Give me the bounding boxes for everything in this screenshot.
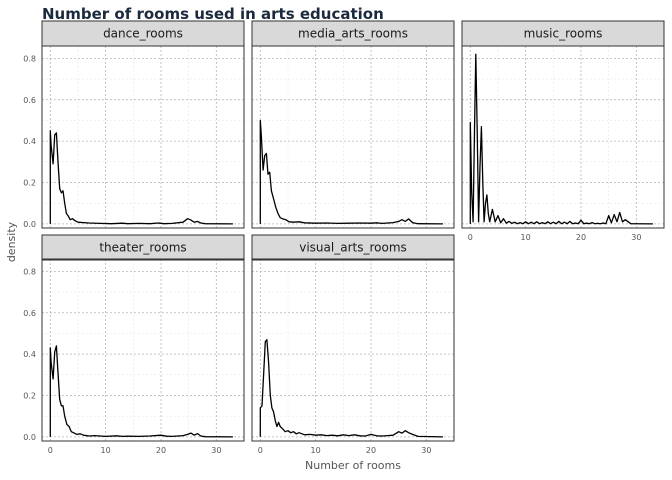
facet-strip-label: visual_arts_rooms — [299, 241, 407, 255]
facet-strip — [251, 234, 455, 261]
density-line — [259, 339, 443, 438]
facet-panel-theater_rooms: theater_rooms 0.0 0.2 0.4 0.6 0.8 0 10 20 30 — [23, 234, 245, 455]
panel-border — [461, 45, 665, 229]
facet-strip — [41, 234, 245, 261]
y-tick-label: 0.0 — [23, 220, 36, 229]
facet-panel-media_arts_rooms: media_arts_rooms — [251, 20, 455, 229]
facet-strip-label: theater_rooms — [99, 241, 186, 255]
y-tick-label: 0.4 — [23, 350, 36, 359]
x-tick-label: 10 — [521, 233, 531, 242]
facet-panel-dance_rooms: dance_rooms 0.0 0.2 0.4 0.6 0.8 — [23, 20, 245, 229]
x-tick-label: 0 — [258, 446, 263, 455]
x-tick-label: 30 — [631, 233, 641, 242]
panel-border — [251, 258, 455, 442]
x-tick-label: 0 — [468, 233, 473, 242]
density-line — [49, 130, 233, 225]
density-line — [49, 345, 233, 438]
facet-strip-label: media_arts_rooms — [298, 27, 408, 41]
x-tick-label: 20 — [576, 233, 586, 242]
facet-panel-music_rooms: music_rooms 0 10 20 30 — [461, 20, 665, 242]
y-tick-label: 0.2 — [23, 179, 36, 188]
x-tick-label: 20 — [366, 446, 376, 455]
panel-border — [41, 258, 245, 442]
y-tick-label: 0.0 — [23, 433, 36, 442]
y-tick-label: 0.8 — [23, 54, 36, 63]
x-tick-label: 30 — [421, 446, 431, 455]
y-tick-label: 0.6 — [23, 309, 36, 318]
y-tick-label: 0.2 — [23, 392, 36, 401]
facet-strip-label: music_rooms — [524, 27, 603, 41]
density-line — [259, 119, 443, 225]
panel-border — [41, 45, 245, 229]
facet-panels: dance_rooms 0.0 0.2 0.4 0.6 0.8 media_arts_roo… — [23, 20, 665, 455]
facet-panel-visual_arts_rooms: visual_arts_rooms 0 10 20 30 — [251, 234, 455, 455]
x-tick-label: 0 — [48, 446, 53, 455]
facet-strip — [41, 20, 245, 47]
x-tick-label: 20 — [156, 446, 166, 455]
density-line — [469, 53, 653, 225]
facet-strip — [461, 20, 665, 47]
facet-strip — [251, 20, 455, 47]
x-tick-label: 10 — [311, 446, 321, 455]
y-tick-label: 0.6 — [23, 96, 36, 105]
facet-strip-label: dance_rooms — [103, 27, 183, 41]
panel-border — [251, 45, 455, 229]
y-tick-label: 0.8 — [23, 267, 36, 276]
y-axis-title: density — [5, 221, 18, 262]
chart-title: Number of rooms used in arts education — [42, 5, 384, 23]
x-axis-title: Number of rooms — [305, 459, 401, 472]
x-tick-label: 30 — [211, 446, 221, 455]
x-tick-label: 10 — [101, 446, 111, 455]
y-tick-label: 0.4 — [23, 137, 36, 146]
